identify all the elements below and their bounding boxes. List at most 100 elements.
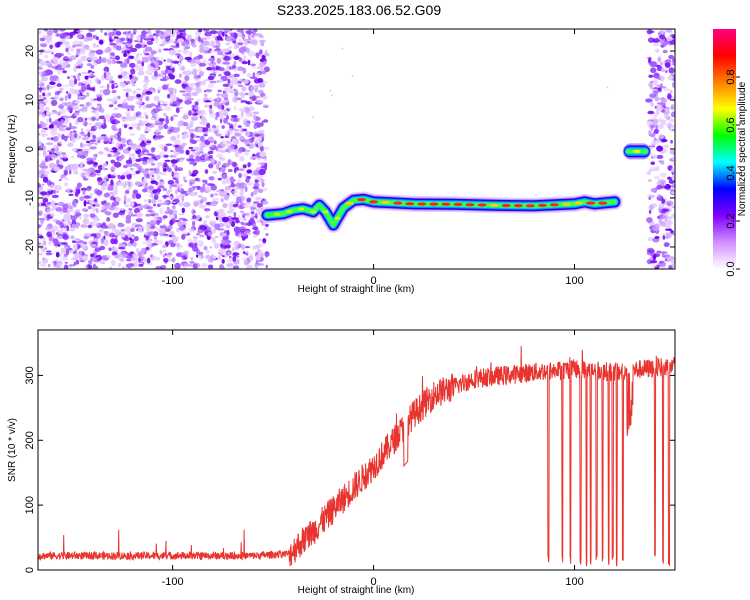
noise-speckle [178,202,185,207]
noise-speckle [198,62,207,67]
noise-speckle [647,57,652,64]
noise-speckle [120,62,128,68]
noise-speckle [39,103,45,109]
noise-speckle [210,200,218,207]
noise-speckle [233,212,237,218]
noise-speckle [124,197,131,204]
noise-speckle [145,213,151,217]
noise-speckle [652,88,659,91]
noise-speckle [68,264,76,267]
noise-speckle [130,33,134,39]
ridge-peak [598,201,608,205]
noise-speckle [184,75,190,81]
noise-speckle [158,199,163,203]
noise-speckle [181,83,187,88]
noise-speckle [39,81,42,85]
noise-speckle [136,35,141,42]
noise-speckle [145,69,153,75]
noise-speckle [47,150,53,153]
noise-speckle [206,249,210,254]
noise-speckle [242,117,248,123]
noise-speckle [221,53,229,57]
noise-speckle [58,125,64,131]
noise-speckle [246,264,253,269]
noise-speckle [120,229,125,232]
noise-speckle [102,222,106,226]
noise-speckle [127,181,131,187]
noise-speckle [73,69,77,72]
noise-speckle [96,105,103,111]
noise-speckle [171,65,175,69]
noise-speckle [220,92,229,99]
noise-speckle [214,69,218,75]
ridge-peak [334,216,341,220]
noise-speckle [217,161,222,166]
noise-speckle [38,252,43,256]
noise-speckle [242,257,248,263]
noise-speckle [125,88,132,93]
noise-speckle [89,146,97,150]
noise-speckle [226,230,230,237]
noise-speckle [38,113,42,116]
noise-speckle [224,148,229,153]
noise-speckle [82,177,89,181]
noise-speckle [196,99,201,102]
noise-speckle [216,153,224,159]
noise-speckle [41,113,46,118]
noise-speckle [251,35,255,38]
noise-speckle [113,247,118,253]
noise-speckle [155,135,163,140]
noise-speckle [166,34,171,37]
noise-speckle [95,36,99,41]
noise-speckle [86,144,92,147]
noise-speckle [245,232,252,236]
noise-speckle [237,179,241,184]
noise-speckle [48,117,52,123]
noise-speckle [108,31,116,37]
noise-speckle [234,167,240,171]
noise-speckle [149,254,153,258]
noise-speckle [73,78,78,85]
noise-speckle [143,50,147,54]
noise-speckle [179,157,184,162]
noise-speckle [163,59,167,62]
ridge-peak [586,201,596,205]
noise-speckle [232,256,237,262]
noise-speckle [145,91,153,95]
noise-speckle [656,154,664,159]
noise-speckle [262,95,268,100]
noise-speckle [157,185,165,189]
noise-speckle [263,66,270,73]
noise-speckle [178,73,182,78]
x-tick-label: 100 [565,576,583,588]
noise-speckle [199,155,206,161]
noise-speckle [110,259,116,266]
noise-speckle [70,235,75,240]
noise-speckle [174,139,182,146]
noise-speckle [174,189,178,195]
noise-speckle [110,238,116,245]
noise-speckle [189,138,194,144]
noise-speckle [60,256,69,261]
noise-speckle [46,84,50,91]
noise-speckle [119,258,124,262]
noise-speckle [99,261,106,265]
noise-speckle [123,194,127,201]
noise-speckle [230,220,236,227]
noise-speckle [189,260,195,264]
noise-speckle [125,259,132,262]
noise-speckle [243,107,251,114]
noise-speckle [169,155,177,158]
noise-speckle [103,88,111,96]
noise-speckle [198,127,203,131]
noise-speckle [661,98,668,104]
noise-speckle [202,183,206,188]
noise-speckle [159,33,166,40]
noise-speckle [73,113,81,116]
noise-speckle [252,186,259,190]
noise-speckle [262,60,268,65]
noise-speckle [246,197,252,203]
noise-speckle [155,154,159,159]
noise-speckle [666,200,674,207]
